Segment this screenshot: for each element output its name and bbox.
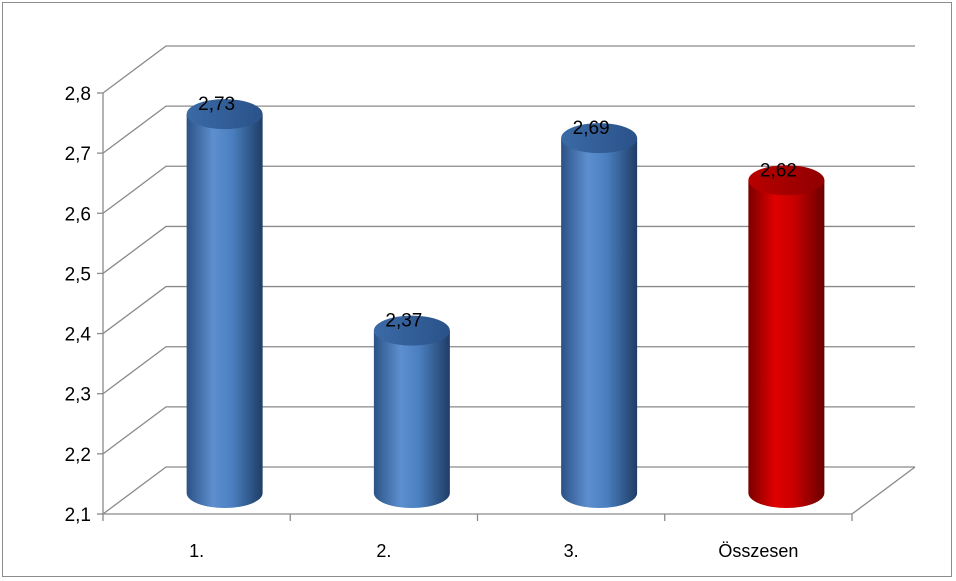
gridline bbox=[102, 45, 915, 94]
gridline bbox=[102, 165, 915, 214]
bar bbox=[186, 114, 263, 509]
y-tick-label: 2,6 bbox=[65, 204, 91, 225]
y-tick-label: 2,7 bbox=[65, 144, 91, 165]
bar-top bbox=[561, 123, 638, 154]
x-tick-label: 2. bbox=[376, 541, 391, 561]
gridline bbox=[102, 285, 915, 335]
x-tick-label: 1. bbox=[189, 541, 204, 561]
labels: 2,1 2,2 2,3 2,4 2,5 2,6 2,7 2,8 2,73 1. 2,37 2. 2,69… bbox=[65, 84, 799, 561]
data-label: 2,62 bbox=[760, 160, 797, 181]
bar-top bbox=[373, 315, 450, 346]
data-label: 2,69 bbox=[573, 118, 610, 139]
gridline bbox=[102, 225, 915, 274]
x-tick-label: 3. bbox=[564, 541, 579, 561]
axes bbox=[97, 92, 916, 521]
y-tick-label: 2,8 bbox=[65, 84, 91, 105]
bars bbox=[186, 99, 825, 509]
bar-top bbox=[748, 165, 825, 196]
bar bbox=[748, 180, 825, 509]
gridline bbox=[102, 105, 915, 154]
y-tick-label: 2,2 bbox=[65, 445, 91, 466]
gridline bbox=[102, 406, 915, 455]
x-tick-label: Összesen bbox=[718, 541, 798, 561]
y-tick-label: 2,3 bbox=[65, 385, 91, 406]
gridlines bbox=[102, 45, 915, 515]
data-label: 2,37 bbox=[385, 311, 422, 332]
data-label: 2,73 bbox=[198, 94, 235, 115]
bar bbox=[561, 138, 638, 509]
y-tick-label: 2,1 bbox=[65, 505, 91, 526]
gridline bbox=[102, 466, 915, 515]
y-tick-label: 2,4 bbox=[65, 325, 92, 346]
bar-top bbox=[186, 99, 263, 130]
gridline bbox=[102, 346, 915, 395]
bar bbox=[373, 330, 450, 509]
y-tick-label: 2,5 bbox=[65, 264, 91, 285]
